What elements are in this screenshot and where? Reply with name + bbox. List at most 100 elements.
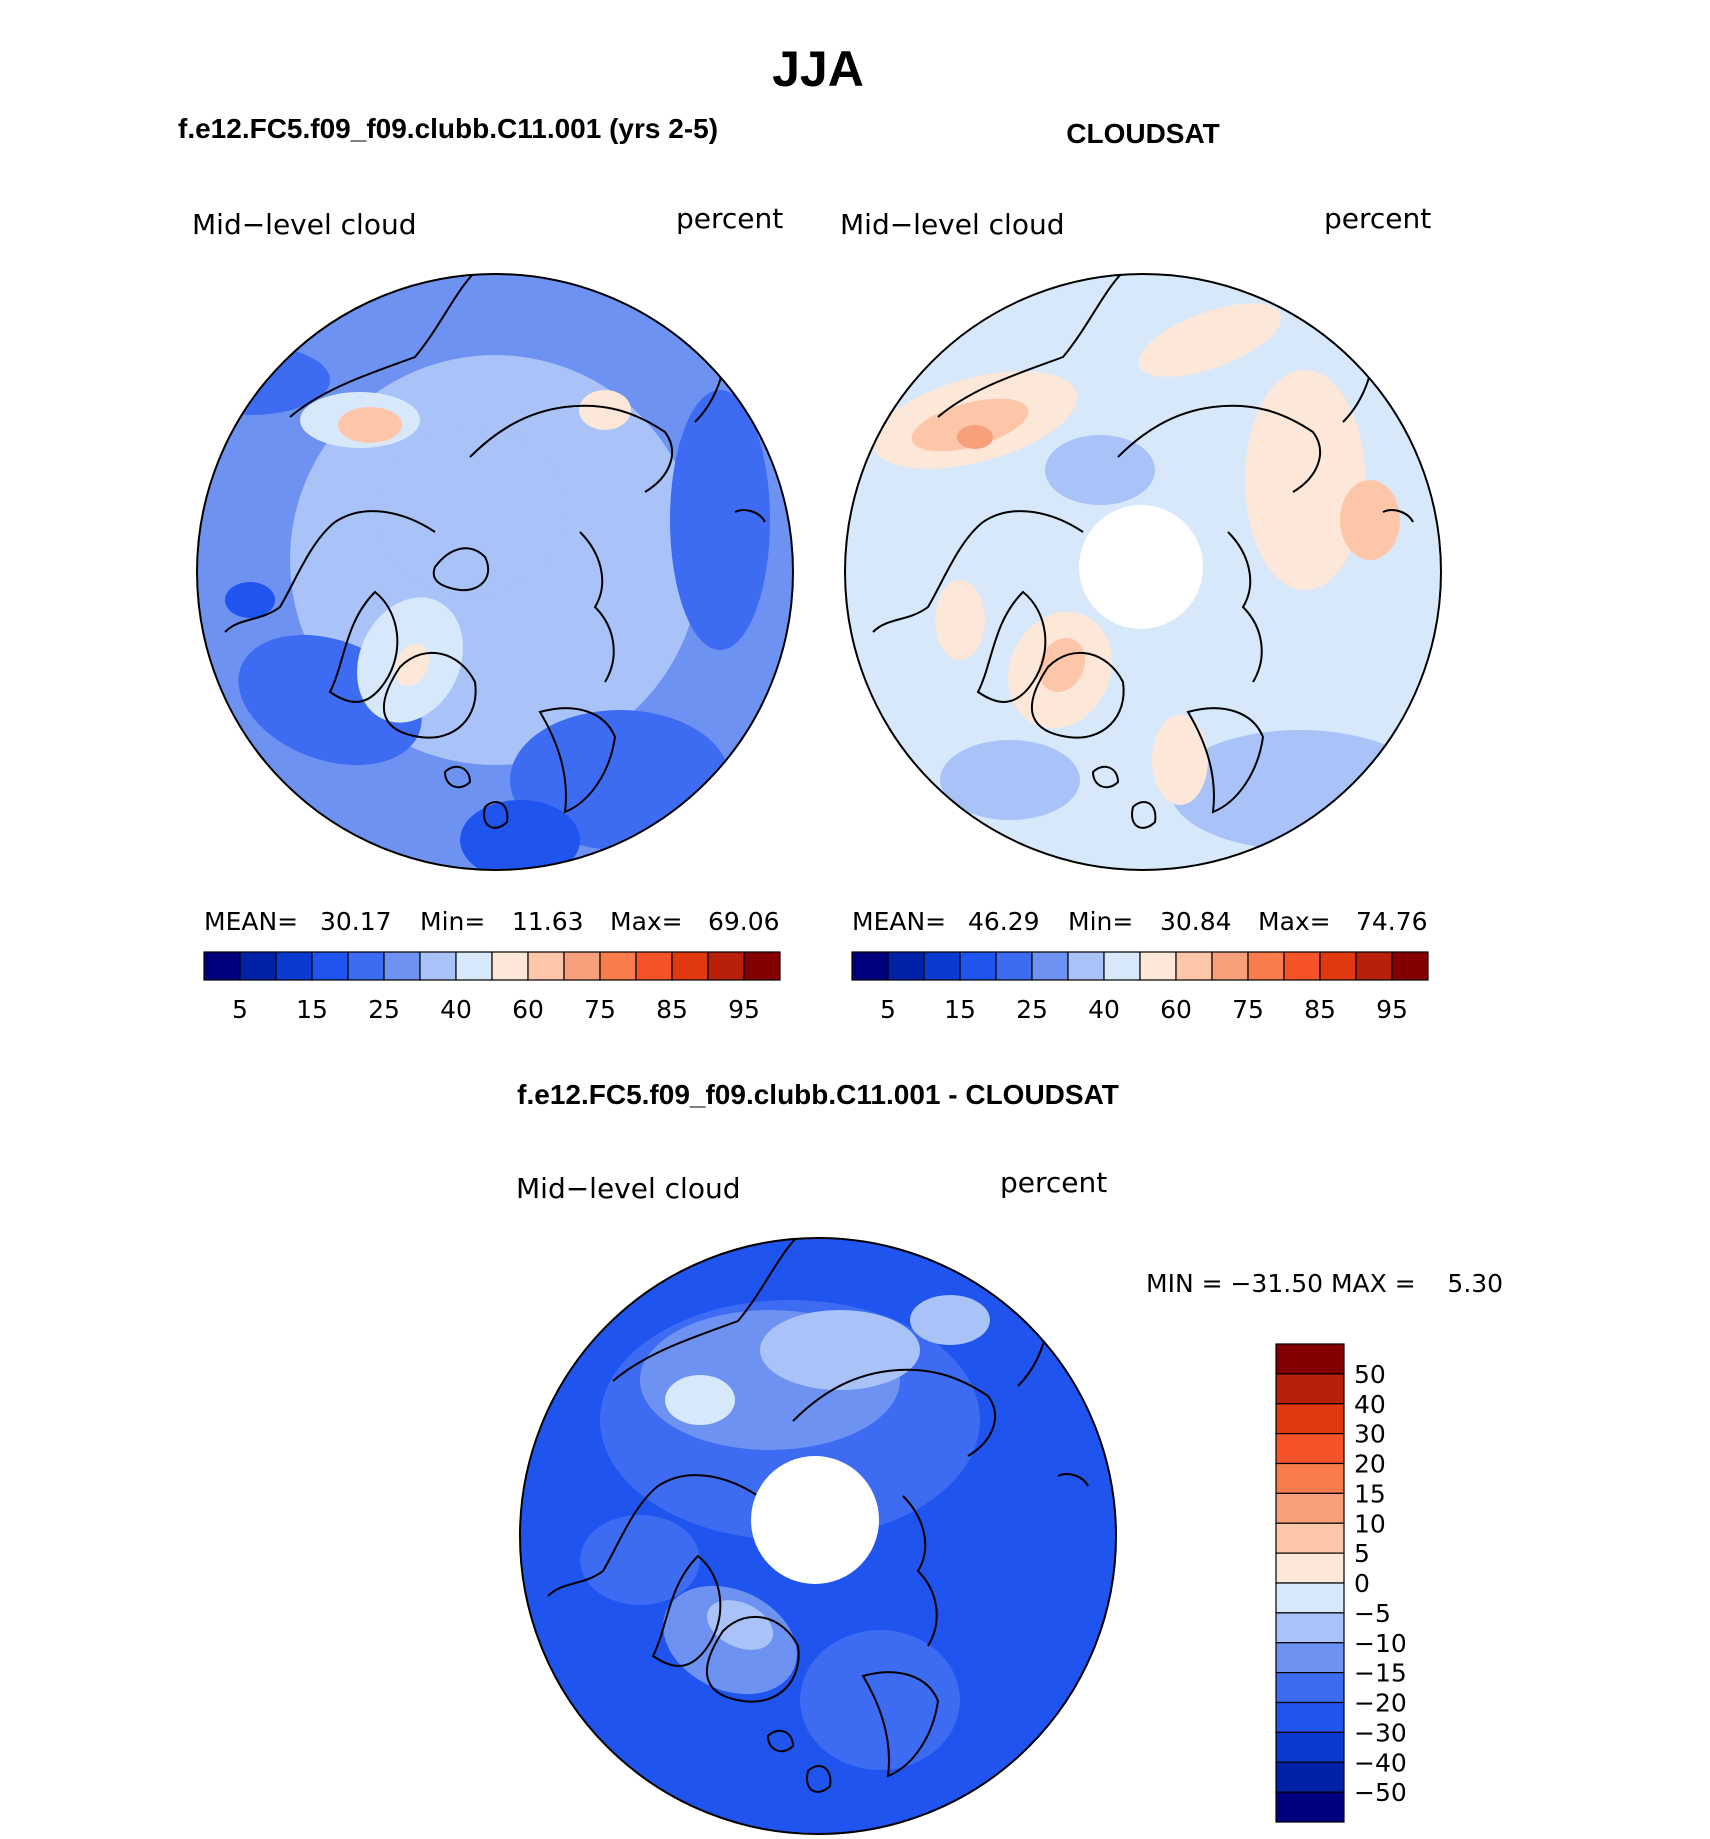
panel-obs-units-label: percent xyxy=(1324,202,1431,235)
panel-obs-map-region-m xyxy=(935,580,985,660)
panel-model-colorbar-tick-label: 40 xyxy=(440,995,472,1024)
panel-obs-map-region-h xyxy=(1340,480,1400,560)
panel-model-colorbar-swatch xyxy=(743,951,781,981)
panel-diff-colorbar-tick-label: −5 xyxy=(1354,1599,1391,1628)
panel-obs-map-region-k xyxy=(1038,637,1086,693)
panel-diff-colorbar-swatch xyxy=(1275,1791,1345,1823)
panel-model-min-label: Min= xyxy=(420,907,485,936)
panel-model-colorbar-swatch xyxy=(707,951,745,981)
panel-diff-map-border xyxy=(519,1237,1117,1835)
panel-obs-colorbar-swatch xyxy=(1355,951,1393,981)
panel-diff-colorbar-tick-label: 5 xyxy=(1354,1539,1370,1568)
panel-obs-max-value: 74.76 xyxy=(1356,907,1428,936)
panel-model-max-label: Max= xyxy=(610,907,683,936)
panel-obs-colorbar-swatch xyxy=(1319,951,1357,981)
panel-diff-colorbar-tick-label: 50 xyxy=(1354,1360,1386,1389)
panel-diff-colorbar-swatch xyxy=(1275,1373,1345,1405)
panel-model-colorbar-swatch xyxy=(455,951,493,981)
panel-obs-colorbar-swatch xyxy=(887,951,925,981)
panel-diff-map-region-e xyxy=(706,1600,774,1650)
panel-model-colorbar-swatch xyxy=(491,951,529,981)
panel-diff-colorbar-swatch xyxy=(1275,1642,1345,1674)
panel-model-colorbar-swatch xyxy=(239,951,277,981)
panel-diff-colorbar-swatch xyxy=(1275,1761,1345,1793)
panel-diff-colorbar-swatch xyxy=(1275,1492,1345,1524)
panel-diff-colorbar-tick-label: −30 xyxy=(1354,1718,1407,1747)
panel-model-colorbar-swatch xyxy=(671,951,709,981)
panel-model-map-region-g xyxy=(338,407,402,443)
panel-model-colorbar-tick-label: 25 xyxy=(368,995,400,1024)
panel-model-mean-label: MEAN= xyxy=(204,907,298,936)
panel-model-colorbar: 5 15 25 40 60 75 85 95 xyxy=(203,951,781,1024)
panel-obs-mean-label: MEAN= xyxy=(852,907,946,936)
panel-diff-variable-label: Mid−level cloud xyxy=(516,1172,740,1205)
panel-obs-map-region-l xyxy=(1152,715,1208,805)
panel-model-map xyxy=(197,274,793,870)
panel-model-colorbar-swatch xyxy=(527,951,565,981)
panel-diff-colorbar-tick-label: −50 xyxy=(1354,1778,1407,1807)
panel-obs-colorbar-tick-label: 15 xyxy=(944,995,976,1024)
panel-model-variable-label: Mid−level cloud xyxy=(192,208,416,241)
panel-obs-colorbar-swatch xyxy=(1175,951,1213,981)
panel-obs-map-region-b xyxy=(940,740,1080,820)
panel-diff-colorbar-tick-label: 40 xyxy=(1354,1390,1386,1419)
panel-model-colorbar-swatch xyxy=(635,951,673,981)
panel-obs-colorbar-swatch xyxy=(995,951,1033,981)
panel-model-colorbar-tick-label: 75 xyxy=(584,995,616,1024)
panel-diff-colorbar-tick-label: 15 xyxy=(1354,1479,1386,1508)
panel-diff-colorbar-tick-label: −15 xyxy=(1354,1659,1407,1688)
panel-diff-colorbar-swatch xyxy=(1275,1403,1345,1435)
panel-diff-colorbar-tick-label: 20 xyxy=(1354,1450,1386,1479)
panel-diff-map-region-c xyxy=(760,1310,920,1390)
panel-diff-colorbar-swatch xyxy=(1275,1343,1345,1375)
panel-model-colorbar-tick-label: 5 xyxy=(232,995,248,1024)
panel-model-colorbar-swatch xyxy=(599,951,637,981)
panel-diff-colorbar-tick-label: −40 xyxy=(1354,1748,1407,1777)
panel-model-map-pole xyxy=(375,425,565,595)
panel-obs-colorbar-tick-label: 85 xyxy=(1304,995,1336,1024)
panel-obs-map-region-c xyxy=(1045,435,1155,505)
panel-model-colorbar-swatch xyxy=(563,951,601,981)
panel-diff-colorbar-swatch xyxy=(1275,1433,1345,1465)
panel-diff-colorbar-swatch xyxy=(1275,1462,1345,1494)
panel-diff-colorbar-swatch xyxy=(1275,1672,1345,1704)
panel-model-colorbar-swatch xyxy=(275,951,313,981)
panel-model-max-value: 69.06 xyxy=(708,907,780,936)
panel-model: f.e12.FC5.f09_f09.clubb.C11.001 (yrs 2-5… xyxy=(178,113,794,1024)
panel-obs-colorbar-swatch xyxy=(1139,951,1177,981)
panel-obs-colorbar-swatch xyxy=(1283,951,1321,981)
panel-model-min-value: 11.63 xyxy=(512,907,584,936)
season-title: JJA xyxy=(772,41,864,97)
panel-obs-colorbar-swatch xyxy=(851,951,889,981)
panel-obs-colorbar-swatch xyxy=(1031,951,1069,981)
panel-diff-colorbar-tick-label: −20 xyxy=(1354,1689,1407,1718)
panel-obs-max-label: Max= xyxy=(1258,907,1331,936)
panel-model-colorbar-tick-label: 15 xyxy=(296,995,328,1024)
panel-diff: f.e12.FC5.f09_f09.clubb.C11.001 - CLOUDS… xyxy=(516,1079,1503,1835)
panel-diff-colorbar-swatch xyxy=(1275,1582,1345,1614)
panel-model-colorbar-swatch xyxy=(419,951,457,981)
panel-diff-colorbar-tick-label: 30 xyxy=(1354,1420,1386,1449)
panel-diff-units-label: percent xyxy=(1000,1166,1107,1199)
panel-obs-title: CLOUDSAT xyxy=(1066,118,1219,149)
panel-obs-colorbar-swatch xyxy=(959,951,997,981)
panel-diff-colorbar-swatch xyxy=(1275,1522,1345,1554)
panel-diff-colorbar-swatch xyxy=(1275,1612,1345,1644)
panel-obs-map-region-e xyxy=(911,398,1029,452)
panel-model-map-region-e xyxy=(460,800,580,870)
panel-obs-map-region-f xyxy=(957,425,993,449)
panel-obs-colorbar-swatch xyxy=(1211,951,1249,981)
panel-diff-map-region-g xyxy=(800,1630,960,1770)
panel-diff-polar-gap xyxy=(751,1456,879,1584)
panel-model-colorbar-tick-label: 95 xyxy=(728,995,760,1024)
panel-obs-colorbar-swatch xyxy=(1247,951,1285,981)
panel-obs-map-region-a xyxy=(1170,730,1430,850)
panel-obs-colorbar-tick-label: 75 xyxy=(1232,995,1264,1024)
panel-obs-variable-label: Mid−level cloud xyxy=(840,208,1064,241)
panel-obs-map-border xyxy=(844,273,1442,871)
panel-obs: CLOUDSAT Mid−level cloud percent MEAN= 4… xyxy=(840,118,1442,1024)
panel-diff-colorbar-swatch xyxy=(1275,1701,1345,1733)
panel-obs-mean-value: 46.29 xyxy=(968,907,1040,936)
